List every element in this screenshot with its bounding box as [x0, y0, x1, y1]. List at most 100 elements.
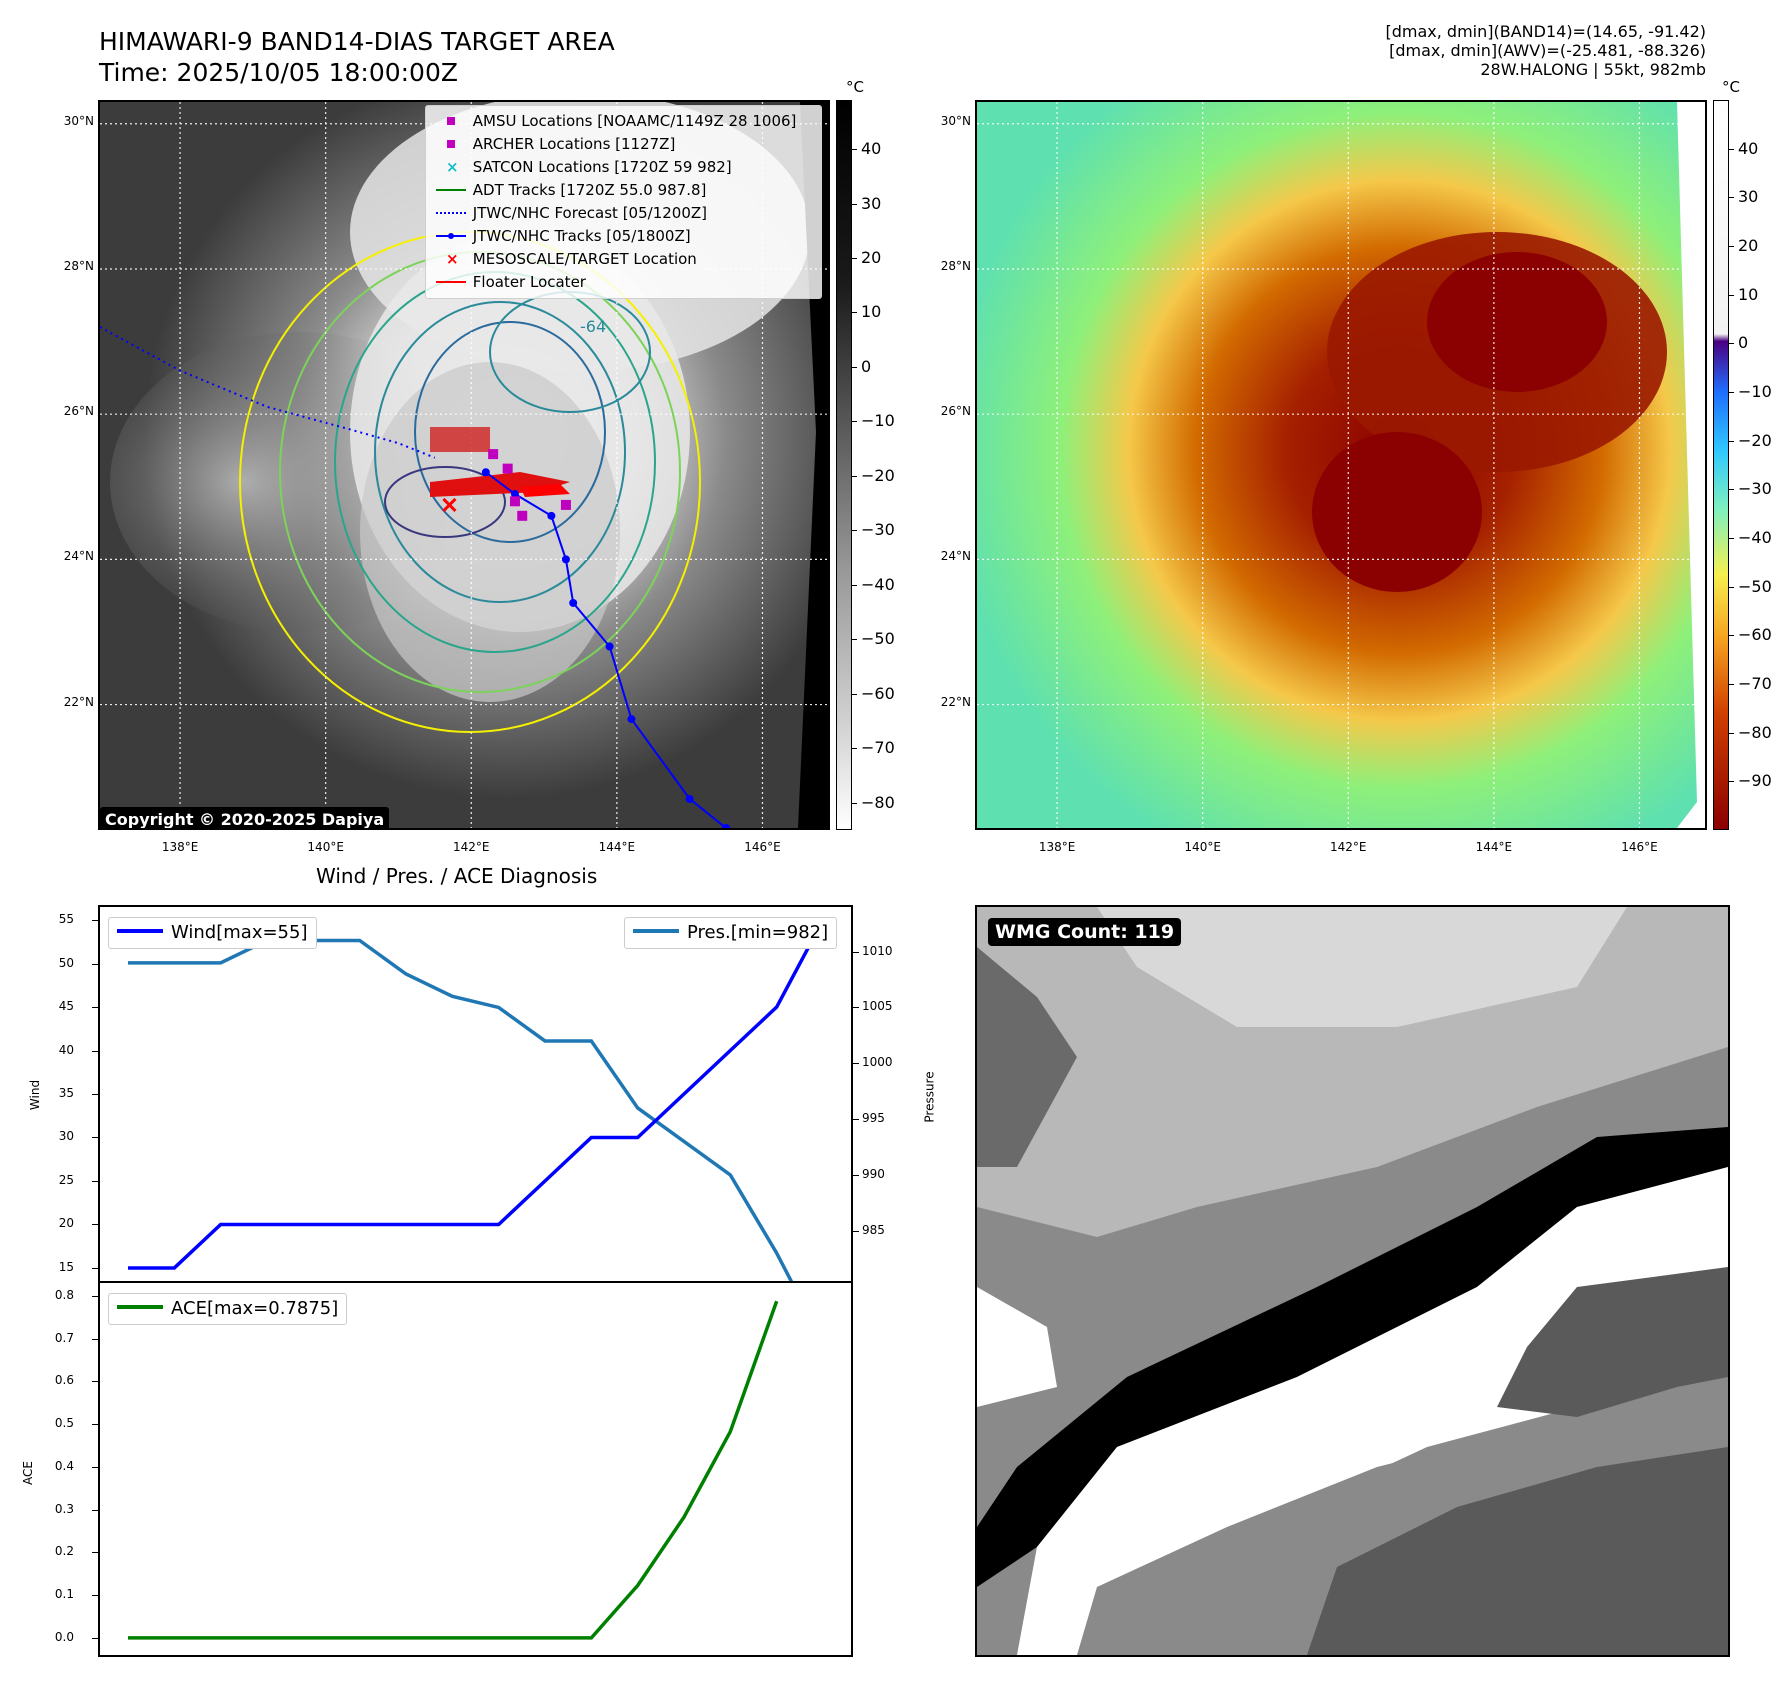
legend-symbol: × [446, 158, 459, 176]
colorbar-tick-mark [1729, 538, 1734, 539]
lon-label: 146°E [744, 840, 781, 854]
legend-symbol [434, 271, 468, 293]
ace-tick-mark [92, 1338, 98, 1340]
ace-tick-label: 0.7 [54, 1330, 74, 1345]
ace-line [128, 1300, 779, 1640]
ace-tick-label: 0.5 [54, 1416, 74, 1431]
wind-tick-label: 55 [58, 912, 74, 927]
wind-tick-label: 50 [58, 955, 74, 970]
colorbar-tick-label: 40 [861, 139, 882, 159]
wind-tick-label: 15 [58, 1259, 74, 1274]
wind-tick-label: 45 [58, 999, 74, 1014]
jtwc-track-point [481, 468, 490, 477]
legend-symbol [434, 179, 468, 201]
right-colorbar-unit: °C [1722, 78, 1740, 96]
lat-label: 22°N [63, 694, 94, 709]
colorbar-tick-mark [852, 802, 857, 804]
left-colorbar-unit: °C [846, 78, 864, 96]
colorbar-tick-label: 40 [1738, 138, 1759, 158]
jtwc-track-point [547, 511, 556, 520]
wind-legend-label: Wind[max=55] [171, 922, 308, 943]
colorbar-tick-label: −20 [1738, 430, 1772, 450]
legend-symbol: × [446, 250, 459, 268]
colorbar-tick-mark [852, 203, 857, 205]
wind-axis-label: Wind [28, 1079, 43, 1111]
ace-tick-mark [92, 1381, 98, 1383]
colorbar-tick-label: 20 [861, 247, 882, 267]
map-legend: AMSU Locations [NOAAMC/1149Z 28 1006] AR… [425, 105, 822, 299]
ace-tick-label: 0.0 [54, 1629, 74, 1644]
lon-label: 142°E [1330, 840, 1367, 854]
legend-label: SATCON Locations [1720Z 59 982] [468, 158, 732, 176]
wind-tick-mark [92, 1094, 98, 1095]
colorbar-tick-label: 10 [1738, 284, 1759, 304]
jtwc-track-point [569, 598, 578, 607]
ace-chart [98, 1281, 853, 1657]
lat-label: 26°N [63, 404, 94, 419]
wind-tick-mark [92, 1224, 98, 1226]
lat-label: 22°N [940, 694, 971, 709]
amsu-point [560, 499, 571, 510]
ace-legend-swatch [117, 1305, 163, 1309]
wind-tick-mark [92, 1180, 98, 1182]
amsu-point [517, 510, 528, 521]
title-line-2: Time: 2025/10/05 18:00:00Z [99, 58, 458, 87]
colorbar-tick-label: −70 [1738, 674, 1772, 693]
wind-pressure-chart [98, 905, 853, 1283]
pressure-tick-label: 1000 [862, 1055, 893, 1070]
wind-tick-mark [92, 1050, 98, 1052]
colorbar-tick-label: 0 [861, 356, 872, 376]
legend-label: MESOSCALE/TARGET Location [468, 250, 697, 268]
colorbar-tick-mark [852, 584, 857, 586]
colorbar-tick-mark [852, 312, 857, 314]
colorbar-tick-mark [1729, 148, 1734, 150]
lat-label: 28°N [940, 258, 971, 273]
wind-legend: Wind[max=55] [108, 917, 317, 949]
colorbar-tick-mark [1729, 684, 1734, 685]
colorbar-tick-mark [1729, 246, 1734, 247]
wmg-panel [975, 905, 1730, 1657]
lat-label: 26°N [940, 404, 971, 419]
legend-item: ADT Tracks [1720Z 55.0 987.8] [434, 179, 706, 201]
ace-tick-label: 0.6 [54, 1373, 74, 1388]
colorbar-tick-label: −30 [861, 520, 895, 540]
legend-symbol [434, 202, 468, 224]
ace-tick-mark [92, 1637, 98, 1639]
storm-info: [dmax, dmin](BAND14)=(14.65, -91.42) [dm… [1386, 22, 1707, 79]
wind-tick-mark [92, 963, 98, 965]
lon-label: 144°E [598, 840, 636, 854]
colorbar-tick-mark [1729, 732, 1734, 734]
jtwc-track-point [561, 555, 570, 564]
figure-title: HIMAWARI-9 BAND14-DIAS TARGET AREA Time:… [99, 26, 615, 88]
lat-label: 30°N [940, 113, 971, 128]
info-line-2: [dmax, dmin](AWV)=(-25.481, -88.326) [1389, 41, 1706, 60]
lat-label: 24°N [940, 549, 971, 564]
legend-label: ADT Tracks [1720Z 55.0 987.8] [468, 181, 707, 199]
colorbar-tick-mark [1729, 197, 1734, 199]
pressure-tick-label: 1005 [862, 999, 893, 1014]
colorbar-tick-mark [852, 421, 857, 423]
pressure-legend-swatch [633, 929, 679, 933]
wind-tick-label: 40 [58, 1042, 74, 1057]
amsu-point [509, 496, 520, 507]
lat-label: 28°N [63, 258, 94, 273]
legend-symbol [434, 225, 468, 247]
ace-tick-mark [92, 1466, 98, 1468]
ace-tick-mark [92, 1552, 98, 1554]
ace-tick-label: 0.3 [54, 1501, 74, 1516]
colorbar-tick-label: −80 [861, 792, 895, 812]
ace-axis-label: ACE [20, 1461, 35, 1485]
wmg-image [977, 907, 1728, 1655]
colorbar-tick-mark [852, 693, 857, 695]
ace-tick-mark [92, 1424, 98, 1426]
ace-tick-label: 0.1 [54, 1587, 74, 1602]
legend-label: JTWC/NHC Forecast [05/1200Z] [468, 204, 707, 222]
colorbar-tick-label: 30 [861, 193, 882, 213]
colorbar-tick-label: 10 [861, 302, 882, 322]
colorbar-tick-label: −50 [1738, 576, 1772, 596]
pressure-legend: Pres.[min=982] [624, 917, 838, 949]
wind-tick-mark [92, 920, 98, 922]
colorbar-tick-label: 20 [1738, 236, 1759, 255]
mesoscale-target-marker [442, 497, 457, 512]
colorbar-tick-mark [1729, 781, 1734, 783]
